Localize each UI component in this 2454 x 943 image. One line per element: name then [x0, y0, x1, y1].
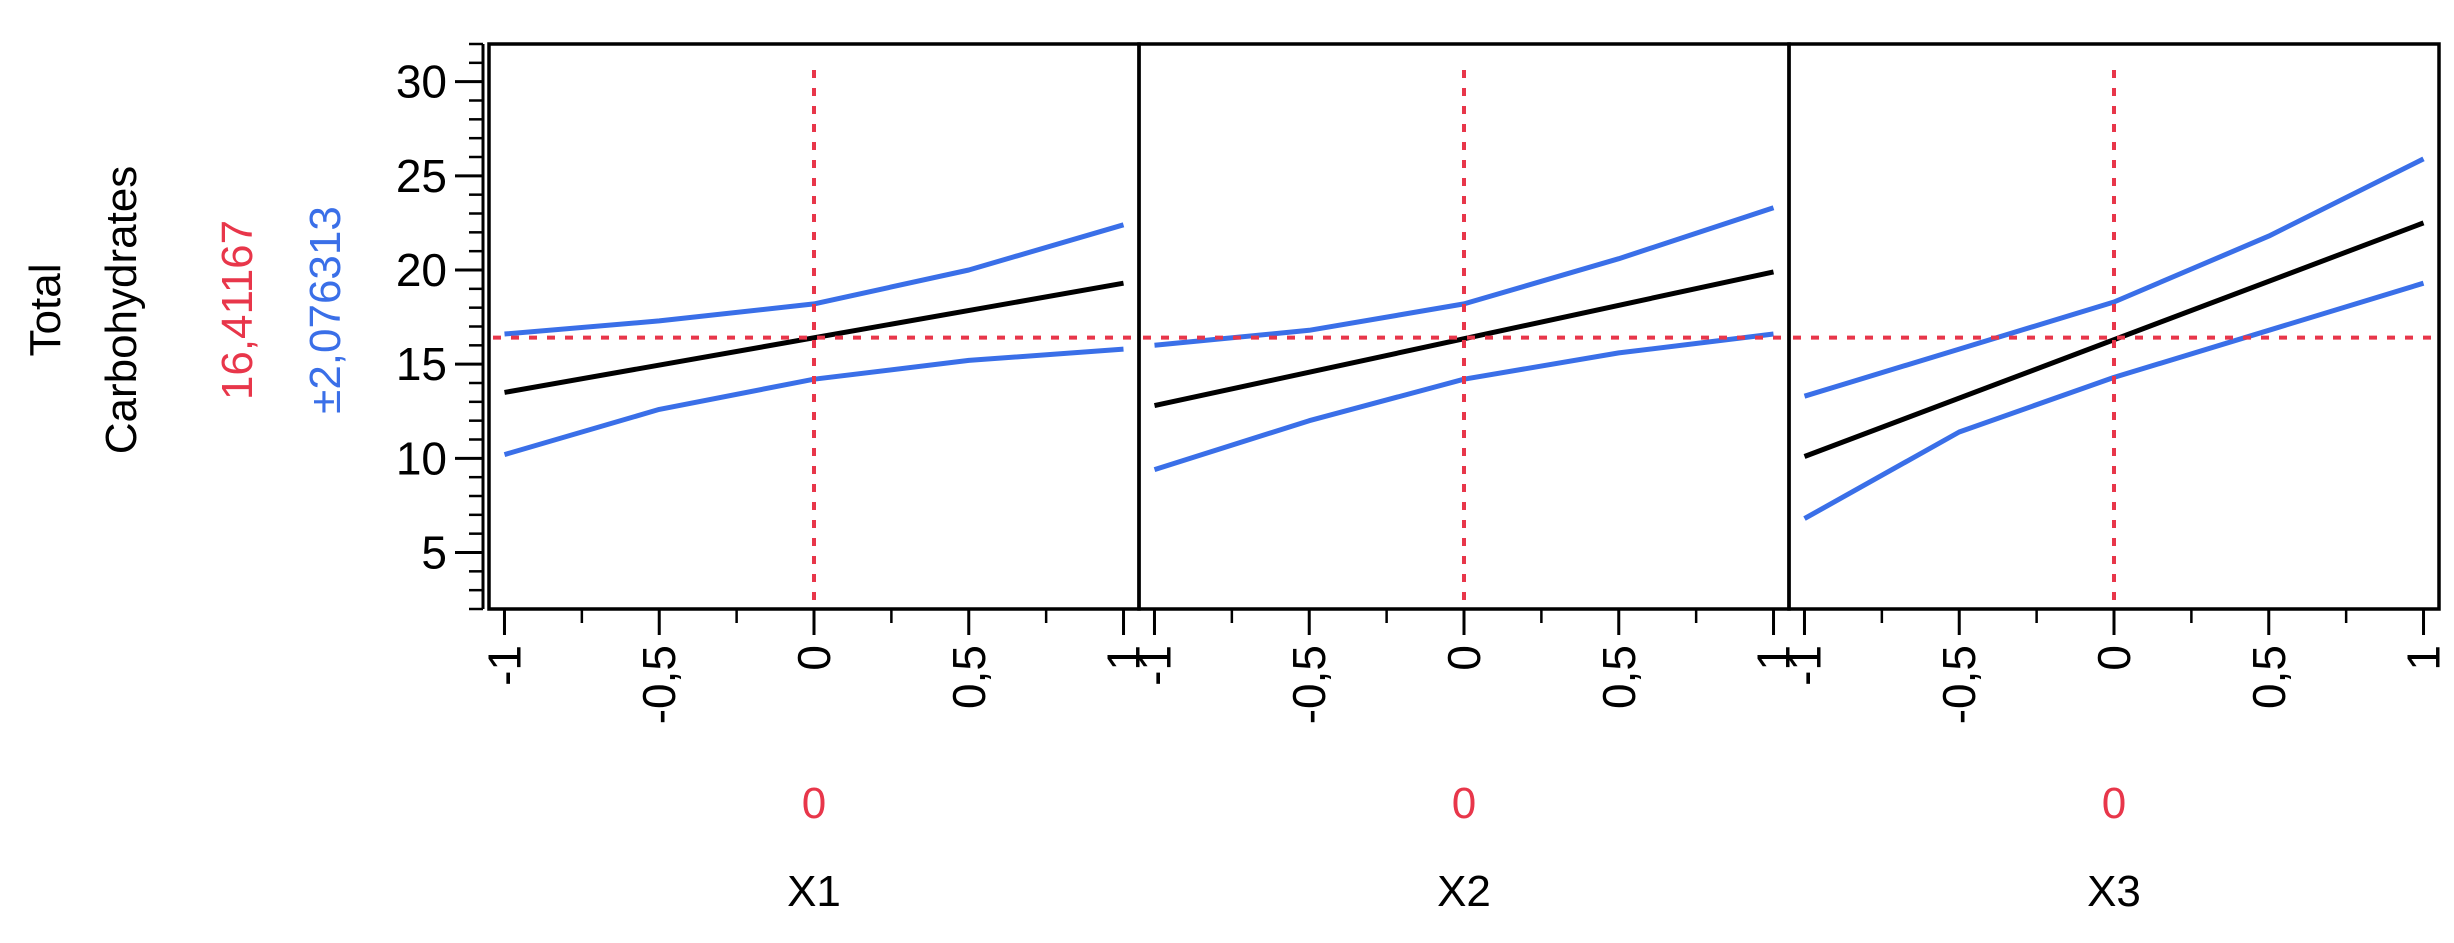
x-tick-label: -1 — [1778, 645, 1830, 686]
upper-confidence-line — [504, 222, 1125, 337]
x-tick-label: 1 — [1098, 645, 1150, 671]
y-tick-label: 25 — [396, 150, 447, 202]
x-tick-label: 0,5 — [2243, 645, 2295, 709]
x-tick-label: 0 — [788, 645, 840, 671]
x-tick-label: 0,5 — [1593, 645, 1645, 709]
response-label-line-2: Carbohydrates — [97, 166, 146, 455]
y-tick-label: 15 — [396, 338, 447, 390]
x-tick-label: 0 — [1438, 645, 1490, 671]
prediction-line — [504, 280, 1124, 395]
x-tick-label: -1 — [1128, 645, 1180, 686]
x-tick-label: -0,5 — [633, 645, 685, 724]
confidence-interval-value: ±2,076313 — [301, 206, 350, 414]
factor-label: X1 — [787, 867, 841, 916]
panel-x2: -1 -0,5 0 0,5 1 0 X2 — [1128, 42, 1800, 916]
x-tick-label: 0,5 — [943, 645, 995, 709]
y-tick-label: 10 — [396, 432, 447, 484]
x-tick-label: -0,5 — [1933, 645, 1985, 724]
panel-x1: -1 -0,5 0 0,5 1 0 X1 — [478, 42, 1150, 916]
response-label-line-1: Total — [21, 264, 70, 357]
x-tick-label: 0 — [2088, 645, 2140, 671]
factor-label: X2 — [1437, 867, 1491, 916]
y-tick-label: 5 — [421, 527, 447, 579]
x-tick-label: 1 — [1748, 645, 1800, 671]
response-label: Total Carbohydrates 16,41167 ±2,076313 — [21, 166, 350, 455]
predicted-value: 16,41167 — [213, 220, 262, 400]
y-axis: 5 10 15 20 25 30 — [396, 42, 485, 611]
prediction-line — [1803, 220, 2425, 459]
y-tick-label: 30 — [396, 56, 447, 108]
y-tick-label: 20 — [396, 244, 447, 296]
x-tick-label: 1 — [2398, 645, 2450, 671]
factor-label: X3 — [2087, 867, 2141, 916]
upper-confidence-line — [1803, 156, 2425, 399]
prediction-line — [1153, 269, 1775, 409]
x-tick-label: -0,5 — [1283, 645, 1335, 724]
x-tick-label: -1 — [478, 645, 530, 686]
profile-panels: -1 -0,5 0 0,5 1 0 X1 -1 -0,5 0 0,5 1 0 X2 -1 -0,5 0 0,5 1 0… — [478, 42, 2450, 916]
upper-confidence-line — [1154, 205, 1775, 348]
current-factor-value: 0 — [2102, 779, 2126, 828]
current-factor-value: 0 — [802, 779, 826, 828]
current-factor-value: 0 — [1452, 779, 1476, 828]
panel-x3: -1 -0,5 0 0,5 1 0 X3 — [1778, 42, 2450, 916]
